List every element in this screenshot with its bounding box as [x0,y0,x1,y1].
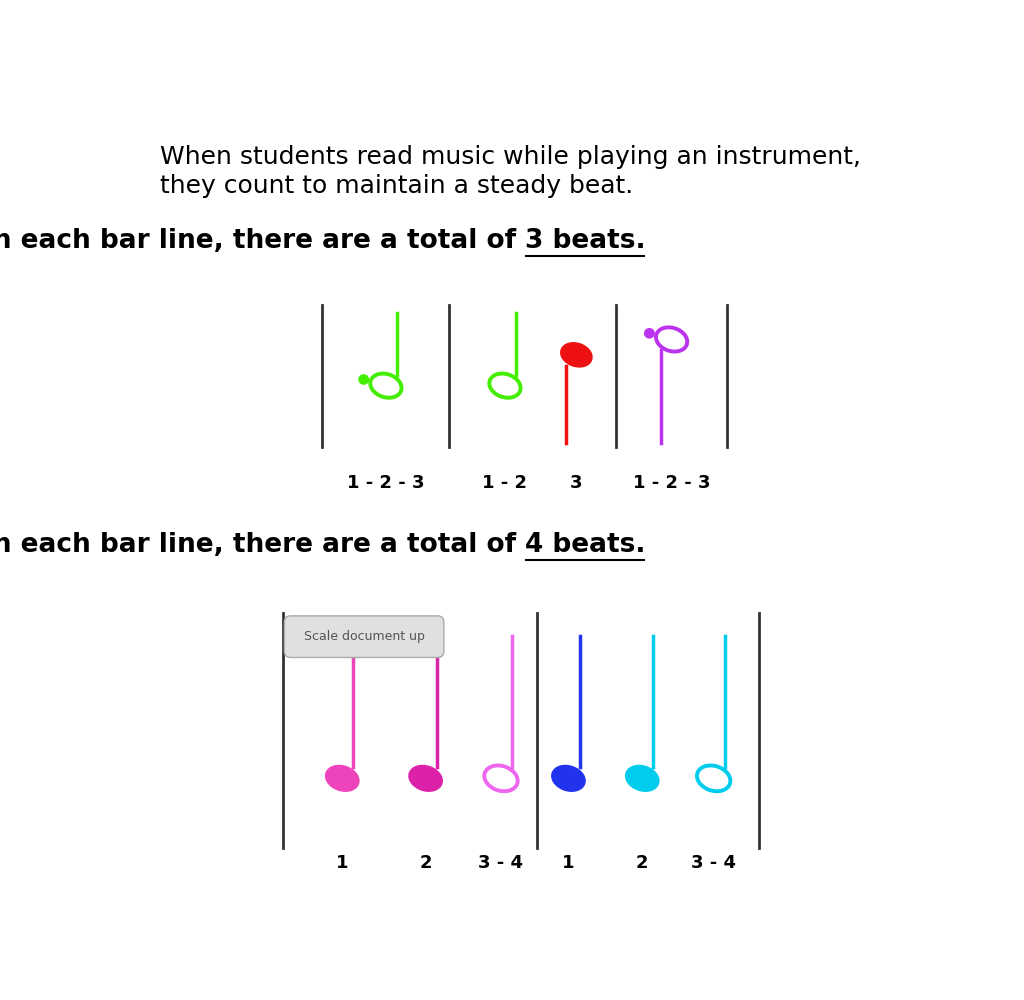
Circle shape [359,375,369,384]
Ellipse shape [552,765,585,791]
Ellipse shape [626,765,658,791]
Text: Scale document up: Scale document up [304,630,425,643]
Circle shape [645,329,654,338]
Text: 1 - 2 - 3: 1 - 2 - 3 [633,474,711,492]
Ellipse shape [409,765,442,791]
Text: 1 - 2 - 3: 1 - 2 - 3 [347,474,425,492]
Text: 3 - 4: 3 - 4 [478,854,523,872]
Text: When students read music while playing an instrument,: When students read music while playing a… [160,145,861,169]
Text: 1: 1 [336,854,348,872]
Text: Between each bar line, there are a total of: Between each bar line, there are a total… [0,532,524,558]
FancyBboxPatch shape [285,616,443,657]
Text: 2: 2 [636,854,648,872]
Text: they count to maintain a steady beat.: they count to maintain a steady beat. [160,174,633,198]
Text: 4 beats.: 4 beats. [524,532,645,558]
Text: 3 beats.: 3 beats. [524,228,645,254]
Text: 3 - 4: 3 - 4 [691,854,736,872]
Text: 3: 3 [570,474,583,492]
Text: 2: 2 [420,854,432,872]
Text: Between each bar line, there are a total of: Between each bar line, there are a total… [0,228,524,254]
Ellipse shape [326,765,359,791]
Text: 1: 1 [562,854,574,872]
Text: 1 - 2: 1 - 2 [482,474,527,492]
Ellipse shape [561,343,592,367]
